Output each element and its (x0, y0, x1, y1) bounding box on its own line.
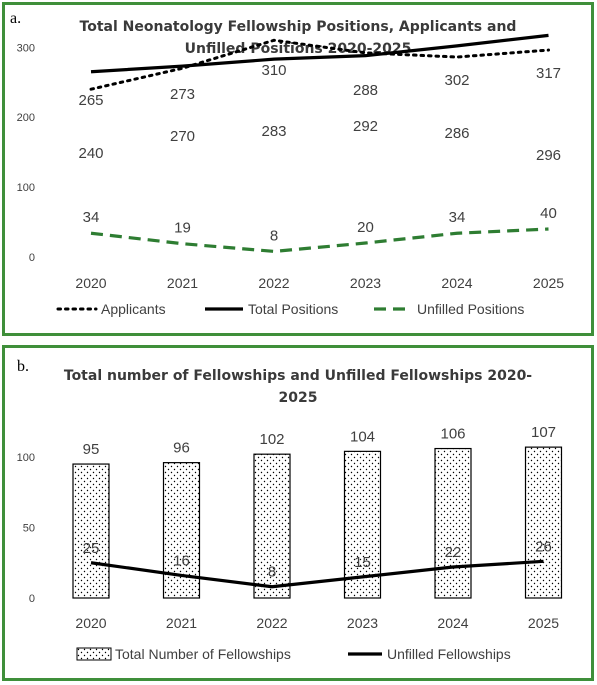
data-label-unfilled-positions: 20 (357, 219, 374, 236)
data-label-unfilled-positions: 8 (270, 227, 278, 244)
legend-label: Total Number of Fellowships (115, 646, 291, 662)
chart-a-title-line2: Unfilled Positions 2020-2025 (184, 41, 412, 57)
bar-total-fellowships (434, 447, 472, 599)
x-tick-label: 2022 (258, 275, 289, 291)
x-tick-label: 2020 (75, 615, 106, 631)
bar-total-fellowships (253, 453, 291, 599)
data-label-applicants: 296 (536, 147, 561, 164)
chart-panel-a: a. Total Neonatology Fellowship Position… (2, 2, 594, 336)
x-tick-label: 2023 (347, 615, 378, 631)
series-line-applicants (89, 38, 550, 91)
data-label-applicants: 310 (261, 62, 286, 79)
series-line-unfilled-positions (90, 227, 549, 254)
y-tick-label: 50 (23, 523, 35, 535)
data-label-applicants: 270 (170, 128, 195, 145)
data-label-unfilled-fellowships: 15 (354, 554, 371, 571)
data-label-applicants: 240 (78, 145, 103, 162)
data-label-unfilled-positions: 34 (449, 209, 466, 226)
x-tick-label: 2022 (256, 615, 287, 631)
bar-total-fellowships (72, 463, 110, 599)
data-label-applicants: 286 (444, 125, 469, 142)
x-tick-label: 2020 (75, 275, 106, 291)
x-tick-label: 2021 (166, 615, 197, 631)
data-label-total-positions: 265 (78, 92, 103, 109)
chart-b-title-line2: 2025 (278, 390, 318, 406)
x-tick-label: 2025 (533, 275, 564, 291)
data-label-unfilled-fellowships: 8 (268, 564, 276, 581)
data-label-total-fellowships: 104 (350, 428, 375, 445)
panel-label-a: a. (10, 10, 22, 27)
x-tick-label: 2024 (437, 615, 468, 631)
x-tick-label: 2024 (441, 275, 472, 291)
legend-label: Total Positions (248, 301, 338, 317)
data-label-unfilled-fellowships: 22 (445, 544, 462, 561)
series-line-total-positions (90, 33, 549, 74)
x-tick-label: 2025 (528, 615, 559, 631)
data-label-applicants: 292 (353, 118, 378, 135)
data-label-total-positions: 273 (170, 86, 195, 103)
data-label-total-fellowships: 107 (531, 424, 556, 441)
data-label-total-fellowships: 102 (259, 431, 284, 448)
y-tick-label: 300 (17, 42, 35, 54)
chart-b-title-line1: Total number of Fellowships and Unfilled… (63, 368, 533, 384)
legend-swatch (76, 647, 112, 661)
data-label-total-positions: 283 (261, 123, 286, 140)
chart-a-plot: 0 100 200 300 2020 2021 2022 2023 2024 2025 240 270… (17, 33, 564, 317)
y-tick-label: 0 (29, 252, 35, 264)
data-label-total-fellowships: 95 (83, 441, 100, 458)
data-label-total-positions: 288 (353, 82, 378, 99)
chart-panel-b: b. Total number of Fellowships and Unfil… (2, 345, 594, 681)
data-label-unfilled-positions: 40 (540, 205, 557, 222)
x-tick-label: 2021 (167, 275, 198, 291)
y-tick-label: 200 (17, 112, 35, 124)
x-tick-label: 2023 (350, 275, 381, 291)
chart-a-title-line1: Total Neonatology Fellowship Positions, … (79, 19, 517, 35)
bar-total-fellowships (343, 450, 382, 599)
data-label-total-positions: 302 (444, 72, 469, 89)
legend-label: Unfilled Fellowships (387, 646, 511, 662)
legend-label: Applicants (101, 301, 166, 317)
data-label-total-positions: 317 (536, 65, 561, 82)
data-label-total-fellowships: 96 (173, 440, 190, 457)
data-label-total-fellowships: 106 (440, 426, 465, 443)
legend-label: Unfilled Positions (417, 301, 524, 317)
y-tick-label: 100 (17, 182, 35, 194)
data-label-unfilled-positions: 19 (174, 220, 191, 237)
series-line-unfilled-fellowships (90, 559, 544, 589)
panel-label-b: b. (17, 358, 29, 375)
data-label-unfilled-fellowships: 26 (535, 538, 552, 555)
data-label-unfilled-fellowships: 25 (83, 540, 100, 557)
data-label-unfilled-positions: 34 (83, 209, 100, 226)
bar-total-fellowships (524, 446, 563, 599)
y-tick-label: 100 (17, 452, 35, 464)
y-tick-label: 0 (29, 593, 35, 605)
chart-b-plot: 0 50 100 2020 2021 2022 2023 2024 2025 95 96 102 104… (17, 424, 563, 662)
data-label-unfilled-fellowships: 16 (173, 552, 190, 569)
